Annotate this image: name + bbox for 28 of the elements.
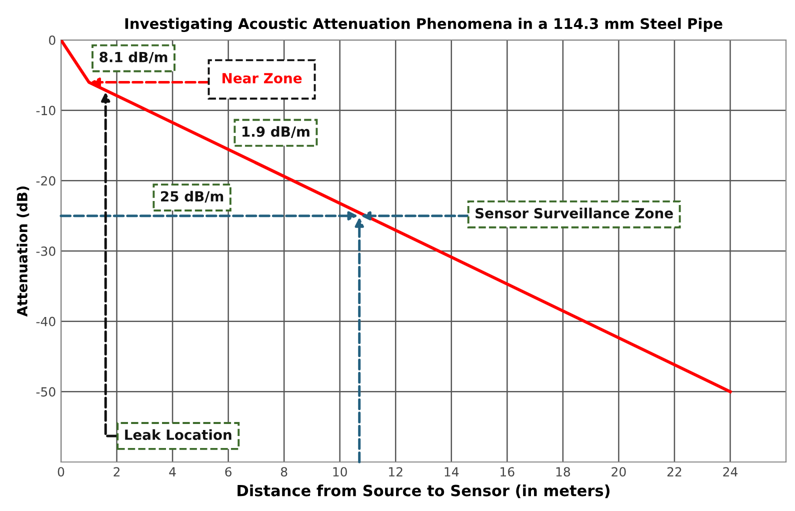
- x-tick-label: 24: [723, 467, 738, 476]
- x-tick-label: 12: [389, 467, 402, 476]
- annotation: Near Zone: [222, 73, 302, 84]
- y-tick-label: -10: [36, 106, 56, 116]
- chart-title: Investigating Acoustic Attenuation Phenomena in a 114.3 mm Steel Pipe: [125, 18, 722, 32]
- x-tick-label: 10: [333, 467, 347, 477]
- annotation: 8.1 dB/m: [100, 52, 168, 64]
- x-tick-label: 0: [58, 467, 64, 477]
- annotation: Leak Location: [125, 429, 232, 440]
- y-tick-label: -40: [36, 316, 56, 326]
- x-tick-label: 4: [169, 467, 176, 476]
- annotation: 1.9 dB/m: [242, 126, 310, 138]
- annotation: Sensor Surveillance Zone: [476, 208, 673, 218]
- y-tick-label: -20: [36, 176, 56, 186]
- y-tick-label: -30: [36, 246, 56, 256]
- x-tick-label: 20: [612, 467, 626, 477]
- x-tick-label: 14: [444, 467, 459, 476]
- x-tick-label: 16: [500, 467, 514, 477]
- x-tick-label: 22: [667, 467, 682, 476]
- x-tick-label: 18: [556, 467, 570, 477]
- y-axis-title: Attenuation (dB): [16, 186, 30, 317]
- x-axis-title: Distance from Source to Sensor (in meters): [238, 484, 610, 498]
- x-tick-label: 8: [280, 467, 288, 477]
- annotation: 25 dB/m: [161, 190, 224, 203]
- x-tick-label: 6: [225, 467, 232, 477]
- y-tick-label: 0: [49, 35, 56, 45]
- y-tick-label: -50: [36, 387, 56, 397]
- x-tick-label: 2: [114, 467, 120, 476]
